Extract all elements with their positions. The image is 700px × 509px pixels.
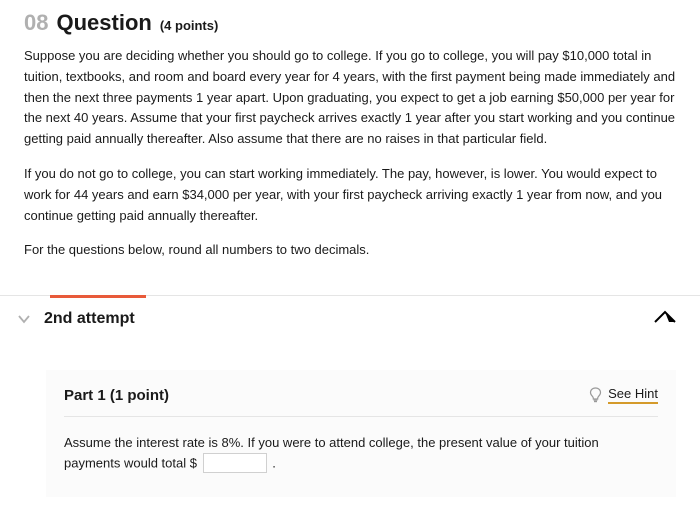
lightbulb-icon bbox=[589, 387, 602, 403]
part-body: Assume the interest rate is 8%. If you w… bbox=[64, 433, 658, 473]
question-header: 08 Question (4 points) bbox=[24, 10, 676, 36]
question-number: 08 bbox=[24, 10, 48, 36]
part-section: Part 1 (1 point) See Hint Assume the int… bbox=[46, 370, 676, 497]
part-prompt-after: . bbox=[269, 455, 276, 470]
chevron-down-icon[interactable] bbox=[18, 312, 30, 327]
see-hint-label: See Hint bbox=[608, 386, 658, 404]
arrow-up-icon[interactable] bbox=[654, 310, 676, 328]
question-points: (4 points) bbox=[160, 18, 219, 33]
part-header: Part 1 (1 point) See Hint bbox=[64, 386, 658, 417]
see-hint-button[interactable]: See Hint bbox=[589, 386, 658, 404]
attempt-title: 2nd attempt bbox=[44, 310, 654, 328]
question-section: 08 Question (4 points) Suppose you are d… bbox=[0, 0, 700, 295]
attempt-accent-bar bbox=[50, 295, 146, 298]
question-body: Suppose you are deciding whether you sho… bbox=[24, 46, 676, 261]
part-title: Part 1 (1 point) bbox=[64, 387, 589, 404]
question-label: Question bbox=[56, 10, 151, 36]
part-prompt-before: Assume the interest rate is 8%. If you w… bbox=[64, 435, 599, 470]
question-paragraph-2: If you do not go to college, you can sta… bbox=[24, 164, 676, 226]
attempt-divider bbox=[0, 295, 700, 296]
answer-input[interactable] bbox=[203, 453, 267, 473]
question-paragraph-1: Suppose you are deciding whether you sho… bbox=[24, 46, 676, 150]
question-paragraph-3: For the questions below, round all numbe… bbox=[24, 240, 676, 261]
attempt-row[interactable]: 2nd attempt bbox=[0, 296, 700, 344]
